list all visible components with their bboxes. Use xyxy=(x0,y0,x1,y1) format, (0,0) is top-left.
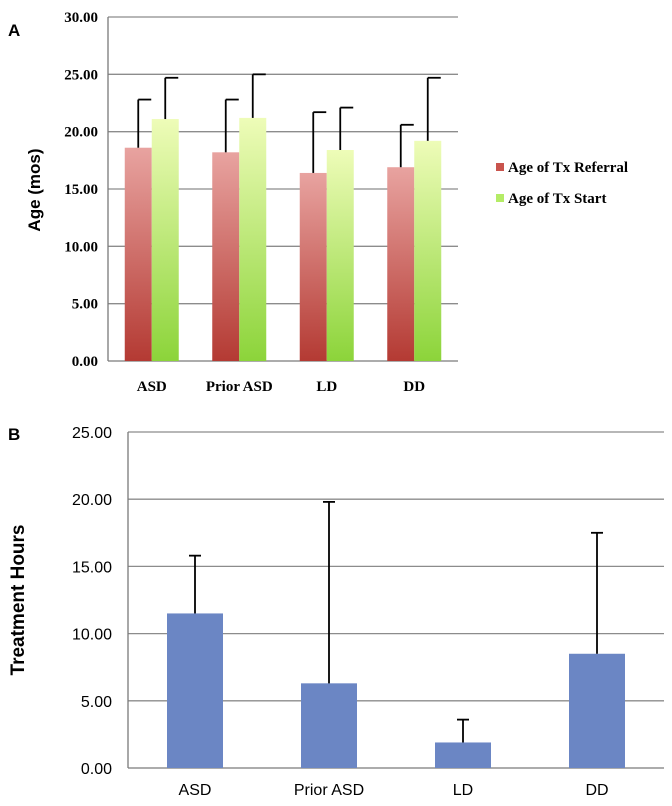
bar-age-of-tx-referral-asd xyxy=(124,147,152,361)
chart-b-y-tick-label: 20.00 xyxy=(72,492,112,509)
chart-a-x-tick-label: ASD xyxy=(137,379,167,395)
chart-a-y-tick-label: 25.00 xyxy=(64,67,98,83)
chart-a-y-tick-label: 5.00 xyxy=(72,297,98,313)
bar-ld xyxy=(435,742,491,768)
chart-b-x-tick-label: DD xyxy=(585,782,608,799)
chart-b-x-tick-label: ASD xyxy=(179,782,212,799)
chart-b-y-tick-label: 25.00 xyxy=(72,425,112,442)
bar-age-of-tx-referral-ld xyxy=(299,172,327,361)
chart-b-y-tick-label: 15.00 xyxy=(72,559,112,576)
legend-swatch-start xyxy=(496,194,504,202)
legend-label-start: Age of Tx Start xyxy=(508,191,606,207)
chart-a-x-tick-label: DD xyxy=(403,379,425,395)
legend-swatch-referral xyxy=(496,163,504,171)
chart-b: B Treatment Hours 0.00 5.00 10.00 15.00 20.0… xyxy=(8,425,664,799)
chart-a-legend: Age of Tx Referral Age of Tx Start xyxy=(496,160,628,207)
chart-b-x-tick-label: LD xyxy=(453,782,473,799)
chart-a-x-ticks: ASD Prior ASD LD DD xyxy=(137,379,426,395)
chart-a-y-axis-title: Age (mos) xyxy=(25,148,44,231)
bar-age-of-tx-start-dd xyxy=(414,140,442,361)
chart-b-y-tick-label: 0.00 xyxy=(81,761,112,778)
bar-age-of-tx-start-ld xyxy=(326,150,354,361)
chart-b-x-ticks: ASD Prior ASD LD DD xyxy=(179,782,609,799)
bar-age-of-tx-start-asd xyxy=(151,119,179,361)
chart-a-x-tick-label: LD xyxy=(316,379,337,395)
chart-b-y-ticks: 0.00 5.00 10.00 15.00 20.00 25.00 xyxy=(72,425,112,778)
panel-b-label: B xyxy=(8,425,20,444)
chart-a-x-tick-label: Prior ASD xyxy=(206,379,273,395)
bar-asd xyxy=(167,613,223,768)
chart-a-y-tick-label: 10.00 xyxy=(64,239,98,255)
chart-b-y-tick-label: 5.00 xyxy=(81,694,112,711)
chart-b-error-bars xyxy=(189,500,603,743)
bar-prior-asd xyxy=(301,683,357,768)
chart-a-y-tick-label: 15.00 xyxy=(64,182,98,198)
bar-age-of-tx-referral-dd xyxy=(387,167,415,361)
panel-a-label: A xyxy=(8,21,20,40)
bar-dd xyxy=(569,653,625,768)
chart-b-bars xyxy=(167,613,625,768)
chart-a: A Age (mos) 0.00 5.00 10.00 15.00 20.00 25.00… xyxy=(8,10,628,395)
chart-a-y-tick-label: 0.00 xyxy=(72,354,98,370)
chart-a-error-bars xyxy=(137,73,441,173)
chart-a-y-tick-label: 20.00 xyxy=(64,125,98,141)
chart-b-x-tick-label: Prior ASD xyxy=(294,782,364,799)
chart-b-y-tick-label: 10.00 xyxy=(72,627,112,644)
chart-a-bars xyxy=(124,117,442,361)
legend-label-referral: Age of Tx Referral xyxy=(508,160,628,176)
chart-b-y-axis-title: Treatment Hours xyxy=(8,525,29,676)
chart-a-y-tick-label: 30.00 xyxy=(64,10,98,26)
bar-age-of-tx-start-prior-asd xyxy=(239,117,267,361)
chart-a-y-ticks: 0.00 5.00 10.00 15.00 20.00 25.00 30.00 xyxy=(64,10,98,370)
bar-age-of-tx-referral-prior-asd xyxy=(212,152,240,361)
